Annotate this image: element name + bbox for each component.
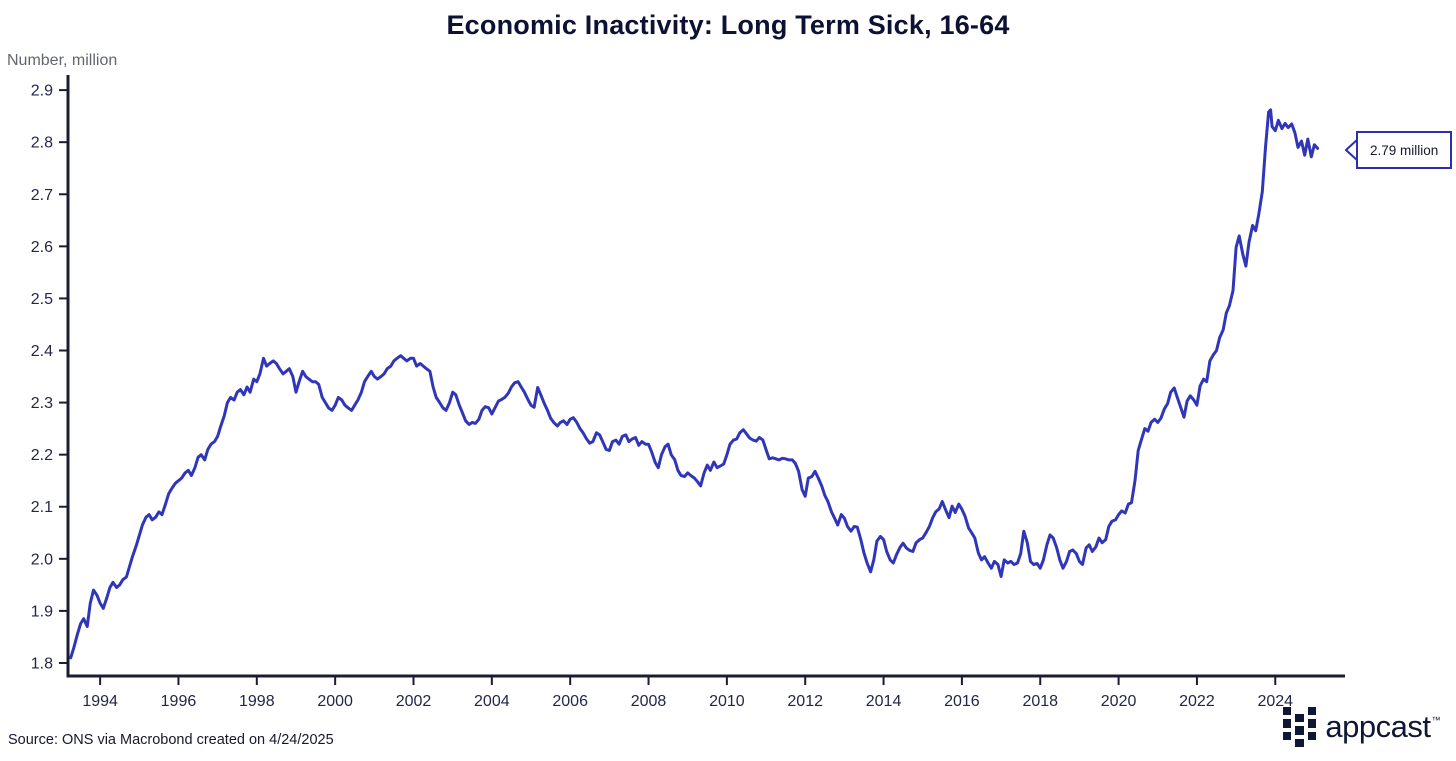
y-tick-label: 2.6 xyxy=(31,239,53,256)
x-tick-label: 2004 xyxy=(474,693,510,710)
logo-grid-col xyxy=(1295,713,1304,752)
x-tick-label: 1996 xyxy=(161,693,197,710)
x-tick-label: 2006 xyxy=(552,693,588,710)
appcast-logo-icon xyxy=(1282,706,1317,752)
y-axis-unit-label: Number, million xyxy=(7,52,118,69)
y-tick-label: 2.5 xyxy=(31,291,53,308)
y-tick-label: 2.3 xyxy=(31,395,53,412)
y-tick-label: 2.1 xyxy=(31,499,53,516)
axis-lines xyxy=(66,75,1345,678)
x-tick-label: 2020 xyxy=(1101,693,1137,710)
x-tick-label: 2000 xyxy=(317,693,353,710)
x-tick-label: 2024 xyxy=(1257,693,1293,710)
y-tick-label: 1.8 xyxy=(31,655,53,672)
logo-grid-col xyxy=(1307,706,1317,752)
x-tick-label: 2012 xyxy=(787,693,823,710)
trademark-symbol: ™ xyxy=(1431,715,1441,726)
chart-title: Economic Inactivity: Long Term Sick, 16-… xyxy=(446,10,1010,40)
logo-grid-col xyxy=(1282,706,1292,752)
appcast-logo: appcast™ xyxy=(1282,706,1441,752)
y-tick-label: 2.0 xyxy=(31,551,53,568)
callout-value: 2.79 million xyxy=(1356,131,1453,169)
y-tick-label: 1.9 xyxy=(31,603,53,620)
x-tick-label: 2018 xyxy=(1022,693,1058,710)
y-tick-label: 2.4 xyxy=(31,343,53,360)
x-tick-label: 2002 xyxy=(396,693,432,710)
appcast-wordmark: appcast™ xyxy=(1325,709,1441,745)
x-tick-label: 2022 xyxy=(1179,693,1215,710)
x-tick-label: 2014 xyxy=(866,693,902,710)
y-tick-label: 2.8 xyxy=(31,135,53,152)
x-tick-label: 2010 xyxy=(709,693,745,710)
y-tick-label: 2.2 xyxy=(31,447,53,464)
x-tick-label: 2016 xyxy=(944,693,980,710)
x-tick-label: 2008 xyxy=(631,693,667,710)
callout-arrow-icon xyxy=(1345,138,1359,162)
y-tick-label: 2.7 xyxy=(31,187,53,204)
source-note: Source: ONS via Macrobond created on 4/2… xyxy=(8,732,334,748)
x-tick-label: 1994 xyxy=(82,693,118,710)
data-line-series xyxy=(69,108,1320,660)
y-tick-label: 2.9 xyxy=(31,83,53,100)
x-tick-label: 1998 xyxy=(239,693,275,710)
